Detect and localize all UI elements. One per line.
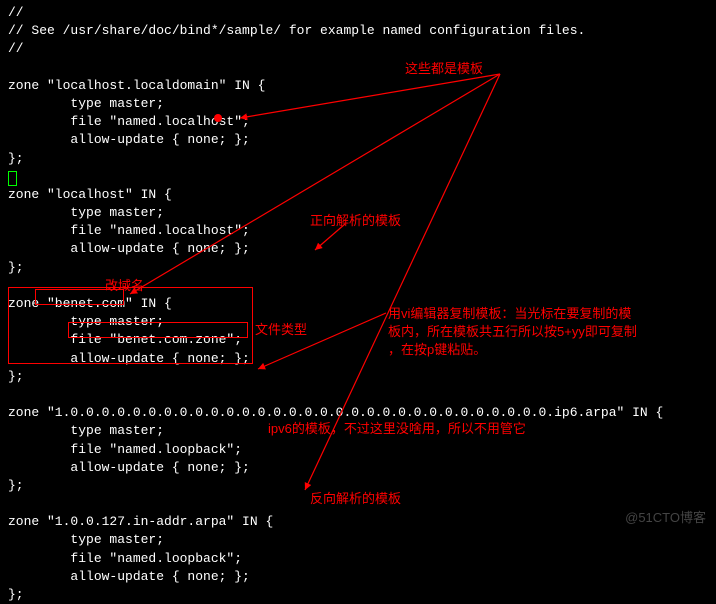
anno-vi-l3: ，在按p键粘贴。 <box>388 341 637 359</box>
zone1-type: type master; <box>8 96 164 111</box>
anno-change-domain: 改域名 <box>105 277 144 295</box>
terminal-window[interactable]: // // See /usr/share/doc/bind*/sample/ f… <box>0 0 716 533</box>
zone4-end: }; <box>8 478 24 493</box>
anno-vi-l2: 板内，所在模板共五行所以按5+yy即可复制 <box>388 323 637 341</box>
zone3-end: }; <box>8 369 24 384</box>
zone4-type: type master; <box>8 423 164 438</box>
zone1-head: zone "localhost.localdomain" IN { <box>8 78 265 93</box>
config-content: // // See /usr/share/doc/bind*/sample/ f… <box>8 4 708 604</box>
code-line: // <box>8 5 24 20</box>
zone2-type: type master; <box>8 205 164 220</box>
zone3-head: zone "benet.com" IN { <box>8 296 172 311</box>
anno-vi-l1: 用vi编辑器复制模板：当光标在要复制的模 <box>388 305 637 323</box>
code-line: // See /usr/share/doc/bind*/sample/ for … <box>8 23 585 38</box>
zone4-allow: allow-update { none; }; <box>8 460 250 475</box>
zone2-head: zone "localhost" IN { <box>8 187 172 202</box>
zone4-head: zone "1.0.0.0.0.0.0.0.0.0.0.0.0.0.0.0.0.… <box>8 405 663 420</box>
anno-forward-parse: 正向解析的模板 <box>310 212 401 230</box>
zone1-allow: allow-update { none; }; <box>8 132 250 147</box>
zone2-allow: allow-update { none; }; <box>8 241 250 256</box>
anno-vi-instructions: 用vi编辑器复制模板：当光标在要复制的模 板内，所在模板共五行所以按5+yy即可… <box>388 305 637 360</box>
code-line: // <box>8 41 24 56</box>
zone1-file: file "named.localhost"; <box>8 114 250 129</box>
zone3-file: file "benet.com.zone"; <box>8 332 242 347</box>
zone5-head: zone "1.0.0.127.in-addr.arpa" IN { <box>8 514 273 529</box>
zone2-end: }; <box>8 260 24 275</box>
zone1-end: }; <box>8 151 24 166</box>
zone3-allow: allow-update { none; }; <box>8 351 250 366</box>
anno-templates: 这些都是模板 <box>405 60 483 78</box>
zone5-type: type master; <box>8 532 164 547</box>
anno-reverse-parse: 反向解析的模板 <box>310 490 401 508</box>
zone5-allow: allow-update { none; }; <box>8 569 250 584</box>
watermark: @51CTO博客 <box>625 509 706 527</box>
zone5-file: file "named.loopback"; <box>8 551 242 566</box>
zone5-end: }; <box>8 587 24 602</box>
zone4-file: file "named.loopback"; <box>8 442 242 457</box>
cursor <box>8 171 17 186</box>
zone2-file: file "named.localhost"; <box>8 223 250 238</box>
zone3-type: type master; <box>8 314 164 329</box>
anno-ipv6: ipv6的模板，不过这里没啥用，所以不用管它 <box>268 420 526 438</box>
anno-file-type: 文件类型 <box>255 321 307 339</box>
